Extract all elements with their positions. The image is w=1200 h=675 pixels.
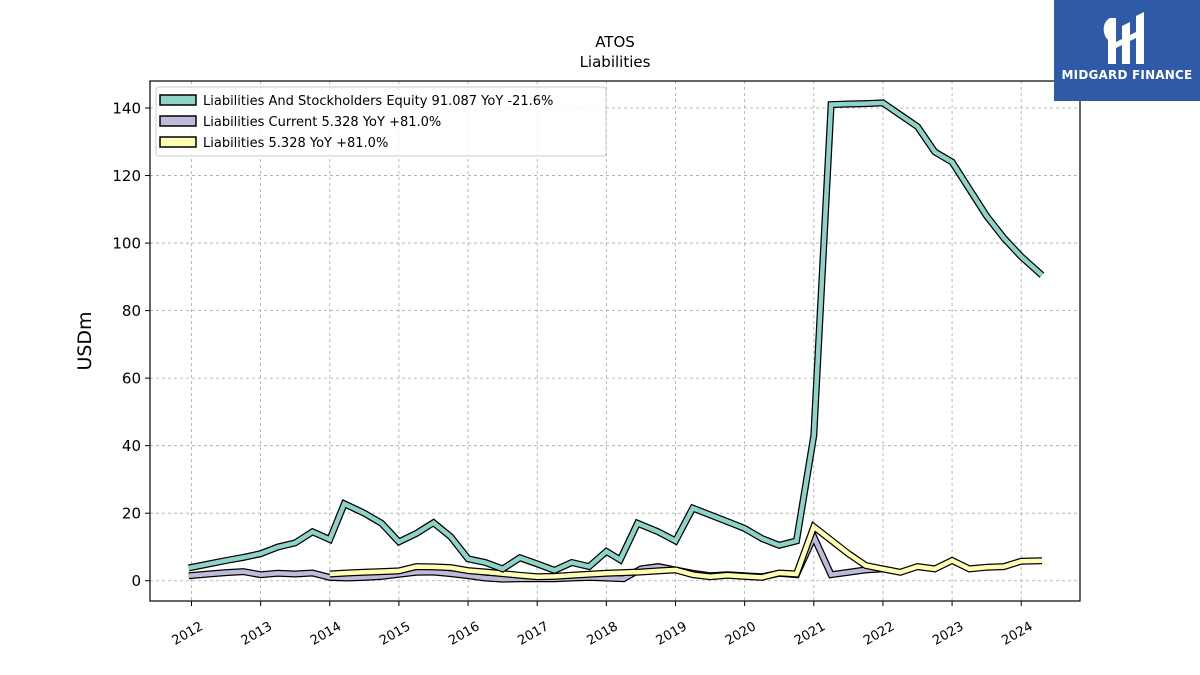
series-layer <box>188 99 1045 583</box>
legend-label-1: Liabilities Current 5.328 YoY +81.0% <box>203 115 441 130</box>
chart-subtitle: Liabilities <box>580 53 651 71</box>
x-tick-label: 2012 <box>170 619 206 649</box>
legend-swatch-2 <box>159 136 197 148</box>
legend-label-2: Liabilities 5.328 YoY +81.0% <box>203 136 388 151</box>
x-tick-label: 2014 <box>308 619 344 649</box>
legend-swatch-0 <box>159 94 197 106</box>
logo-mark-icon <box>1103 12 1144 64</box>
y-tick-label: 100 <box>112 235 141 253</box>
x-tick-label: 2016 <box>446 619 482 649</box>
legend-label-0: Liabilities And Stockholders Equity 91.0… <box>203 94 553 109</box>
x-tick-label: 2023 <box>930 619 966 649</box>
legend-box <box>155 86 607 157</box>
x-tick-label: 2020 <box>723 619 759 649</box>
y-tick-label: 60 <box>122 370 141 388</box>
y-axis: 0 20 40 60 80 100 120 140 <box>112 100 150 590</box>
x-tick-label: 2017 <box>515 619 551 649</box>
x-axis: 2012 2013 2014 2015 2016 2017 2018 2019 2020 2021… <box>170 601 1036 649</box>
legend: Liabilities And Stockholders Equity 91.0… <box>155 86 607 157</box>
x-tick-label: 2022 <box>861 619 897 649</box>
y-tick-label: 40 <box>122 437 141 455</box>
y-tick-label: 0 <box>131 572 141 590</box>
y-tick-label: 20 <box>122 505 141 523</box>
chart-title: ATOS <box>595 33 635 51</box>
x-tick-label: 2013 <box>239 619 275 649</box>
plot-frame <box>149 80 1081 602</box>
y-tick-label: 120 <box>112 167 141 185</box>
x-tick-label: 2019 <box>654 619 690 649</box>
x-tick-label: 2021 <box>792 619 828 649</box>
logo-text: MIDGARD FINANCE <box>1061 68 1193 82</box>
y-tick-label: 80 <box>122 302 141 320</box>
x-tick-label: 2018 <box>585 619 621 649</box>
y-tick-label: 140 <box>112 100 141 118</box>
series-outline-0 <box>188 99 1045 575</box>
series-line-2 <box>329 523 1043 580</box>
x-tick-label: 2015 <box>377 619 413 649</box>
x-tick-label: 2024 <box>999 619 1035 649</box>
series-line-0 <box>188 100 1044 573</box>
brand-logo: MIDGARD FINANCE <box>1054 0 1200 101</box>
y-axis-label: USDm <box>74 311 96 370</box>
legend-swatch-1 <box>159 115 197 127</box>
